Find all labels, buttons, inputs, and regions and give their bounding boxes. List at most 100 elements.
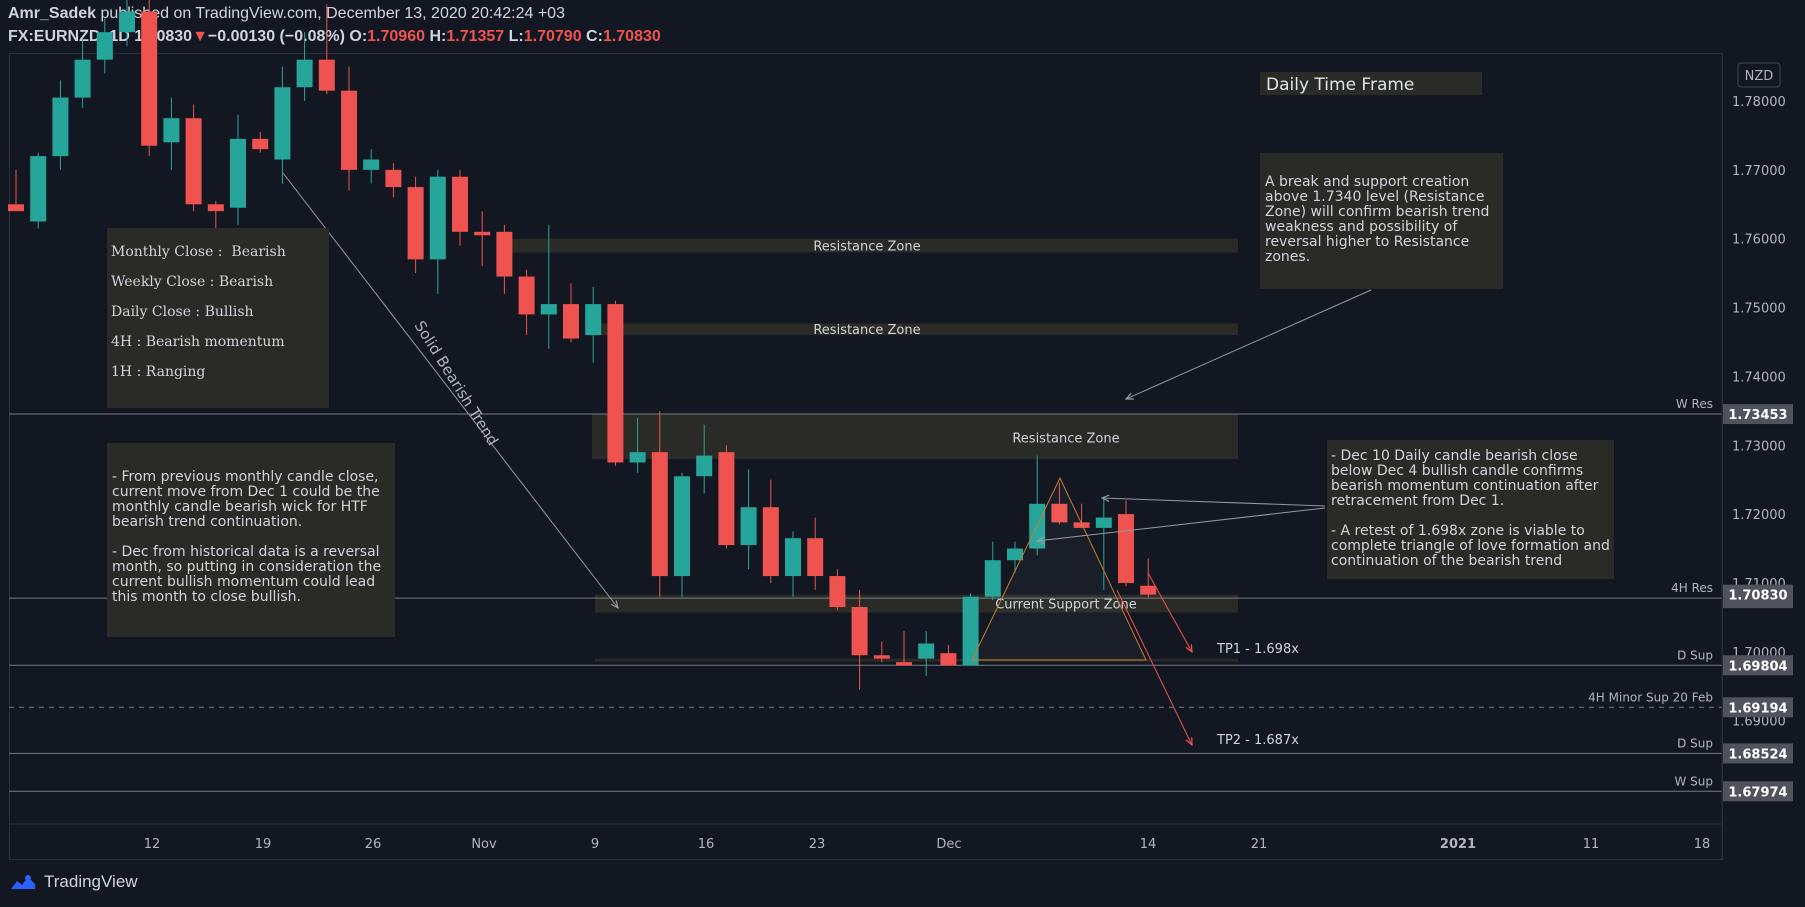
price-tag-text: 1.68524 — [1728, 747, 1787, 762]
candle-body — [52, 97, 69, 157]
tp1-label: TP1 - 1.698x — [1216, 642, 1299, 657]
candle-body — [518, 276, 535, 315]
price-tick-label: 1.77000 — [1732, 164, 1786, 179]
candle-body — [540, 304, 557, 315]
candle-body — [8, 204, 24, 212]
candle-body — [918, 643, 935, 659]
candle-body — [674, 476, 690, 577]
price-tag-text: 1.69194 — [1728, 701, 1787, 716]
candle-body — [1095, 517, 1112, 528]
candle-body — [585, 304, 602, 336]
level-label: 4H Res — [1671, 581, 1713, 595]
candle-body — [1073, 522, 1090, 528]
price-tag — [1723, 697, 1793, 718]
zone-box — [592, 414, 1238, 460]
candle-body — [496, 231, 513, 277]
candle-body — [940, 653, 957, 666]
title-box — [1260, 72, 1482, 95]
resistance-note: A break and support creation above 1.734… — [1260, 153, 1503, 289]
candle-body — [718, 452, 735, 546]
candle-body — [1007, 548, 1023, 561]
candle-body — [829, 576, 846, 608]
candle-body — [296, 59, 313, 88]
close-value: 1.70830 — [602, 28, 661, 45]
candle-body — [1051, 503, 1068, 523]
zone-box — [592, 323, 1238, 336]
candle-body — [407, 187, 424, 260]
price-change: −0.00130 (−0.08%) — [207, 28, 345, 45]
tradingview-cloud-icon — [11, 875, 35, 889]
candle-body — [762, 507, 779, 577]
candle-body — [341, 90, 357, 170]
price-tag — [1723, 404, 1793, 425]
time-tick-label: 11 — [1583, 837, 1600, 852]
publish-text: published on TradingView.com, December 1… — [96, 5, 565, 22]
dec10-note: - Dec 10 Daily candle bearish close belo… — [1327, 440, 1614, 579]
monthly-note: - From previous monthly candle close, cu… — [107, 443, 395, 637]
tradingview-logo[interactable]: TradingView — [8, 872, 138, 892]
candle-body — [696, 455, 713, 477]
triangle-pattern — [971, 476, 1147, 661]
candle-body — [74, 59, 91, 98]
time-tick-label: 12 — [144, 837, 161, 852]
time-tick-label: Nov — [471, 837, 497, 852]
price-tag-text: 1.67974 — [1728, 785, 1787, 800]
currency-badge[interactable] — [1737, 62, 1781, 88]
level-label: W Sup — [1674, 774, 1713, 788]
price-tick-label: 1.72000 — [1732, 508, 1786, 523]
high-value: 1.71357 — [446, 28, 505, 45]
candle-body — [962, 596, 979, 666]
candle-body — [474, 231, 491, 236]
price-tick-label: 1.73000 — [1732, 439, 1786, 454]
candle-body — [1118, 514, 1134, 583]
level-label: 4H Minor Sup 20 Feb — [1588, 690, 1713, 704]
dsup-strip — [595, 658, 1238, 662]
dec-arrow-1 — [1102, 498, 1326, 507]
candle-body — [807, 538, 824, 577]
candle-body — [1140, 585, 1157, 595]
price-tick-label: 1.69000 — [1732, 715, 1786, 730]
author-name[interactable]: Amr_Sadek — [8, 5, 97, 22]
time-tick-label: 19 — [255, 837, 272, 852]
price-tag — [1723, 781, 1793, 802]
candle-body — [429, 176, 446, 260]
trend-arrow — [282, 172, 618, 608]
price-tick-label: 1.74000 — [1732, 370, 1786, 385]
candle-body — [385, 169, 402, 188]
candle-body — [274, 87, 291, 160]
price-tag — [1723, 584, 1793, 605]
currency-badge-text: NZD — [1745, 69, 1774, 84]
candle-body — [141, 11, 158, 146]
candle-body — [896, 662, 912, 666]
price-tick-label: 1.76000 — [1732, 233, 1786, 248]
price-tick-label: 1.75000 — [1732, 302, 1786, 317]
price-tag-text: 1.73453 — [1728, 408, 1787, 423]
zone-box — [595, 594, 1238, 613]
time-tick-label: 14 — [1140, 837, 1157, 852]
candle-body — [984, 560, 1001, 597]
zone-label: Resistance Zone — [1012, 431, 1119, 446]
zone-label: Current Support Zone — [995, 598, 1137, 613]
price-tag-text: 1.70830 — [1728, 589, 1787, 604]
price-tag-text: 1.69804 — [1728, 659, 1787, 674]
publish-line: Amr_Sadek published on TradingView.com, … — [8, 5, 565, 23]
dec-arrow-2 — [1037, 507, 1326, 541]
open-value: 1.70960 — [367, 28, 425, 45]
candle-body — [96, 32, 113, 60]
price-tag — [1723, 655, 1793, 676]
time-tick-label: 2021 — [1440, 837, 1476, 852]
tp2-label: TP2 - 1.687x — [1216, 733, 1299, 748]
candle-body — [629, 452, 646, 463]
candle-body — [851, 607, 868, 656]
candle-body — [30, 156, 47, 222]
tp1-arrow — [1147, 572, 1192, 652]
price-tick-label: 1.78000 — [1732, 95, 1786, 110]
zone-label: Resistance Zone — [813, 240, 920, 255]
open-label: O: — [349, 28, 368, 45]
zone-label: Resistance Zone — [813, 323, 920, 338]
low-label: L: — [508, 28, 524, 45]
time-tick-label: Dec — [936, 837, 961, 852]
bias-note: Monthly Close : Bearish Weekly Close : B… — [107, 228, 329, 408]
level-label: W Res — [1676, 397, 1713, 411]
